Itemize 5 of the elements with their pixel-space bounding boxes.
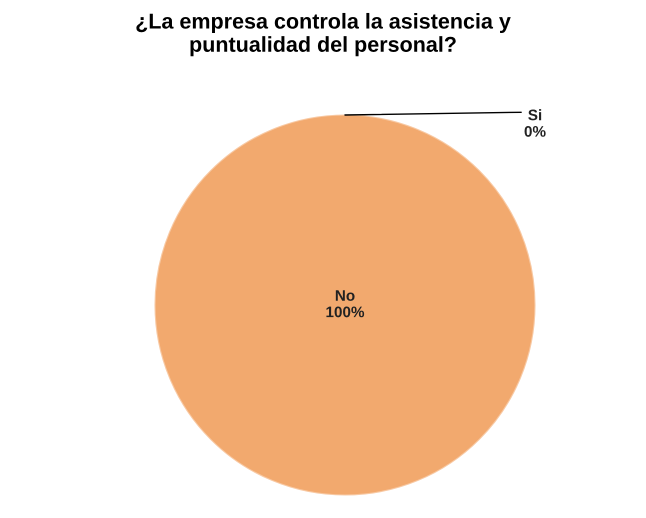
data-label: 100%	[326, 306, 364, 318]
text: 0%	[524, 126, 546, 137]
slice-label: No	[336, 290, 355, 301]
category-label: Si	[528, 109, 542, 120]
chart-title: ¿La empresa controla la asistencia y puntualidad del personal?	[136, 12, 511, 56]
